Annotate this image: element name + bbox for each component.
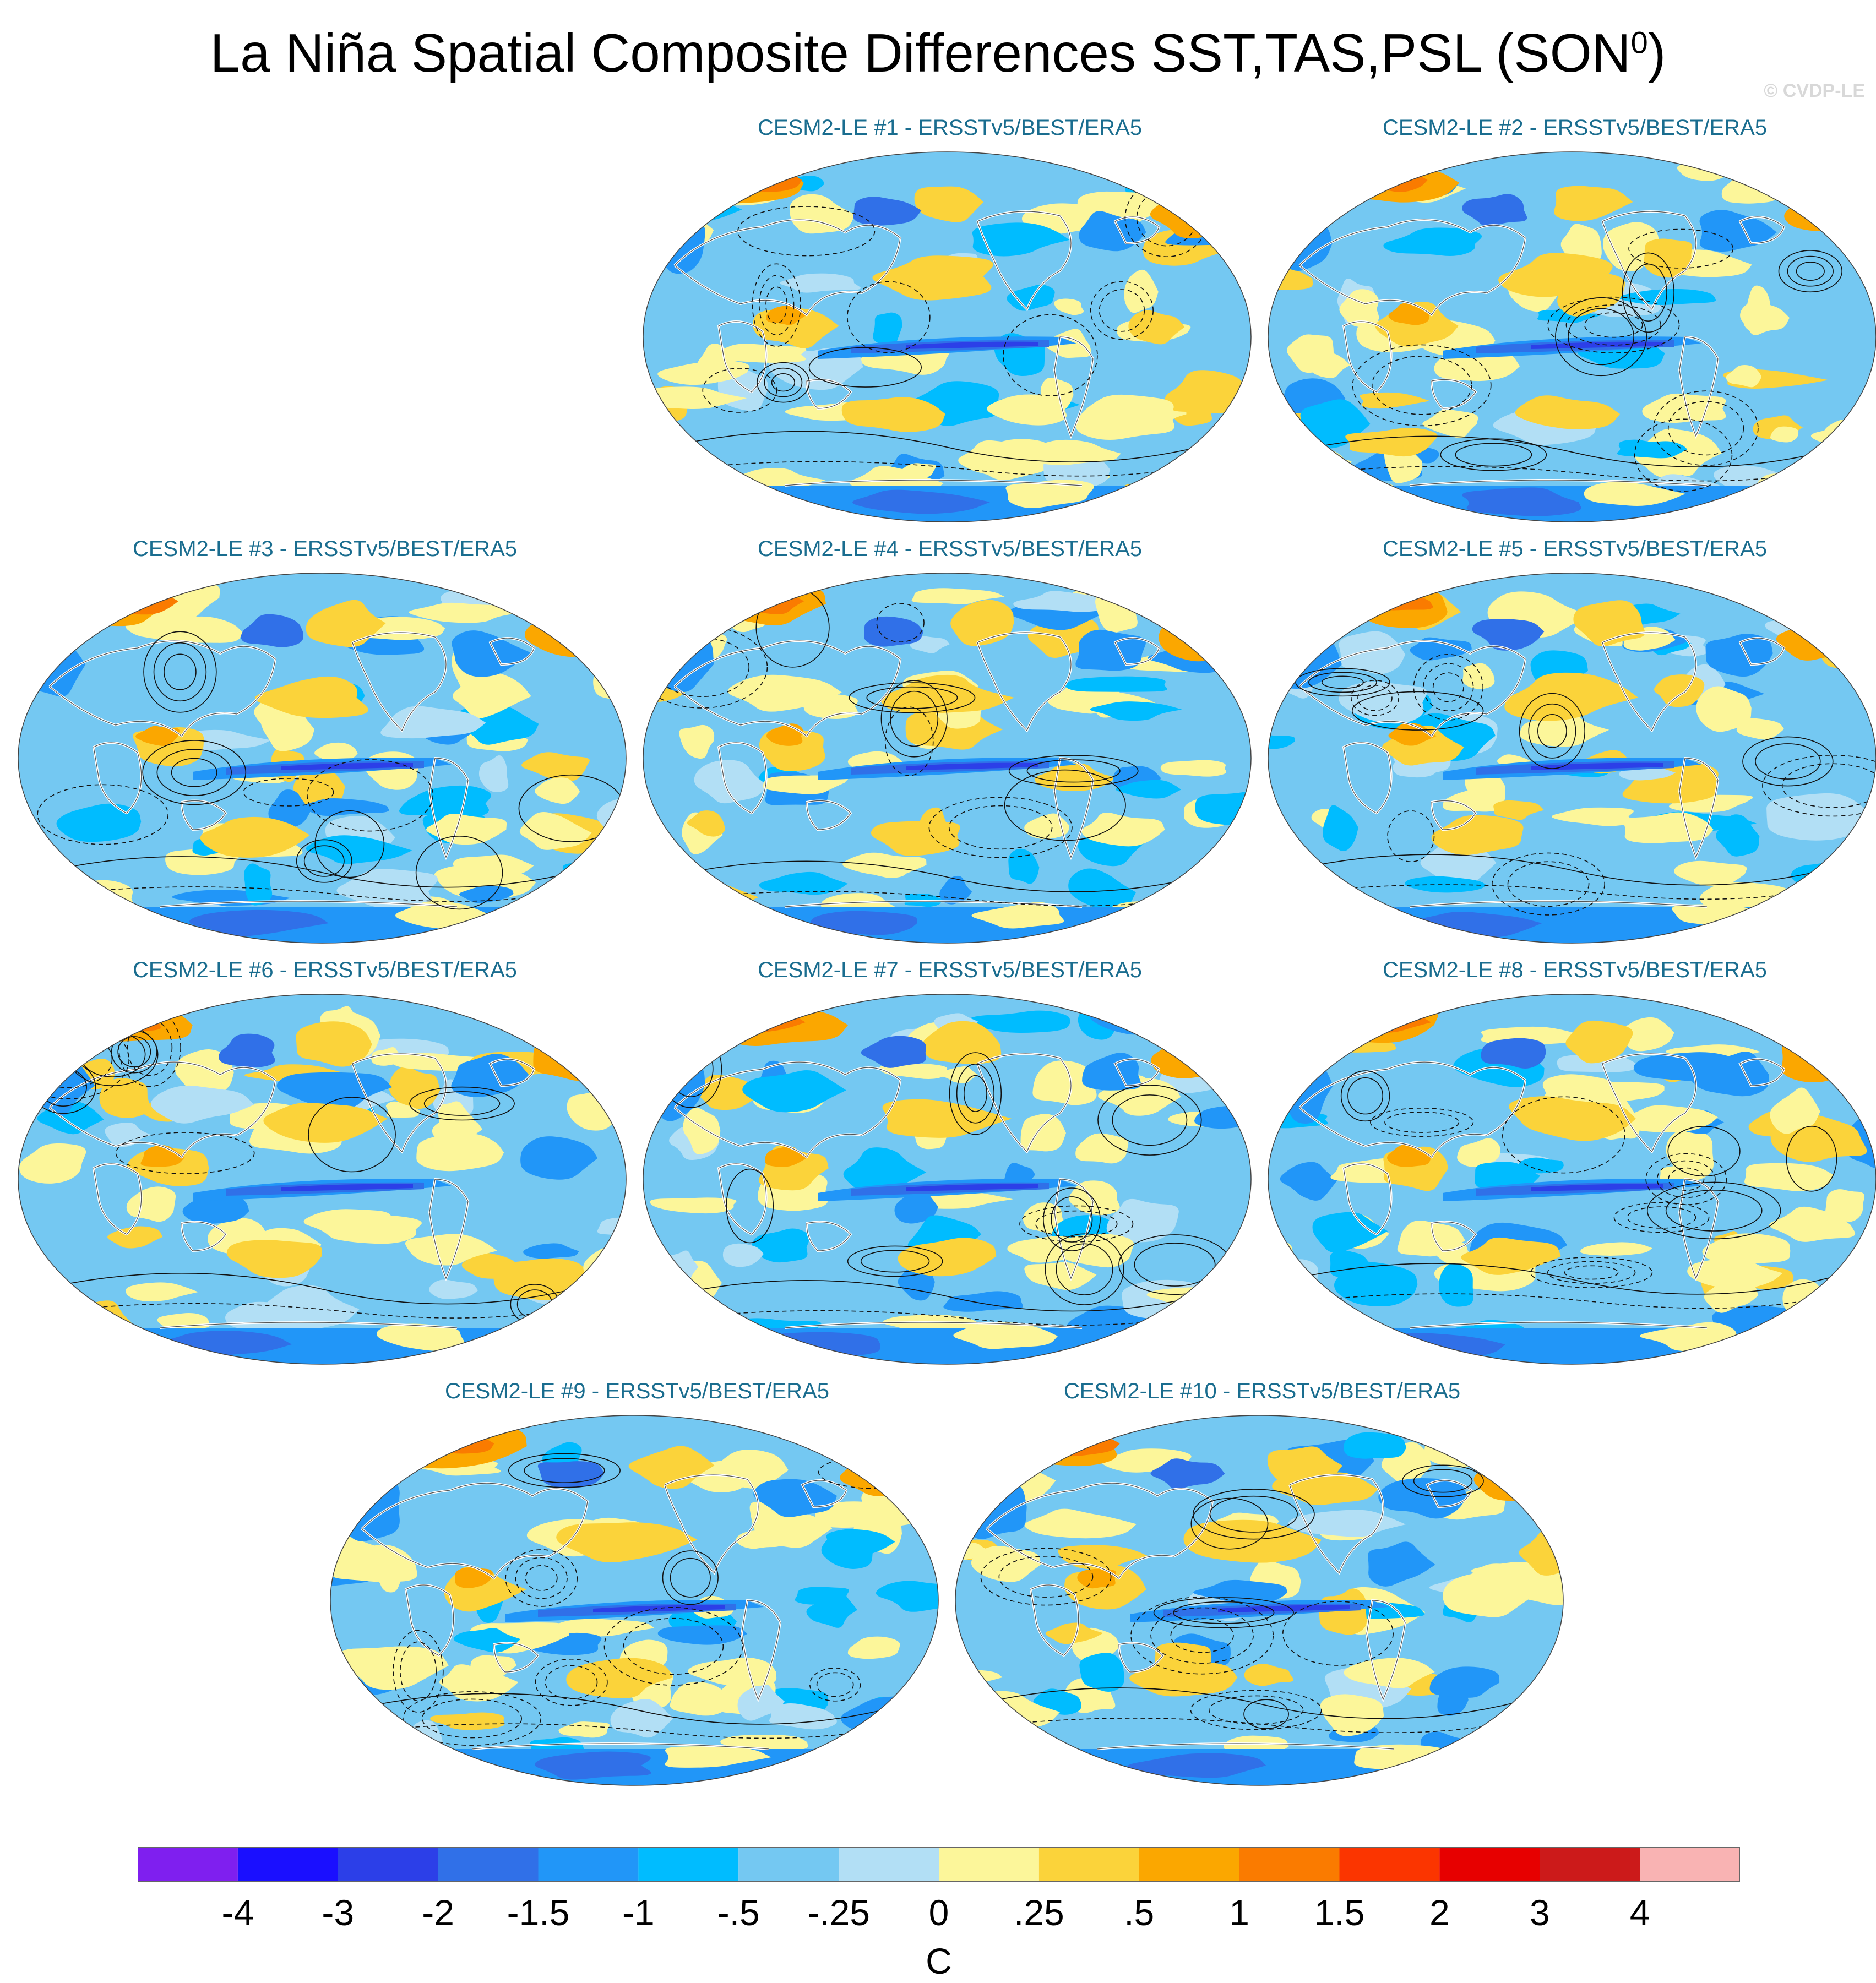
- colorbar-swatch: [538, 1847, 639, 1881]
- colorbar-swatch: [1339, 1847, 1440, 1881]
- map-panel: CESM2-LE #6 - ERSSTv5/BEST/ERA5: [17, 958, 633, 1376]
- colorbar-swatch: [1640, 1847, 1740, 1881]
- colorbar-swatch: [738, 1847, 839, 1881]
- figure-title-tail: ): [1647, 23, 1666, 83]
- colorbar-tick-label: 2: [1429, 1892, 1450, 1933]
- panel-title: CESM2-LE #7 - ERSSTv5/BEST/ERA5: [757, 958, 1142, 982]
- map-panel: CESM2-LE #7 - ERSSTv5/BEST/ERA5: [641, 958, 1258, 1376]
- map-globe: [1268, 151, 1876, 522]
- copyright-watermark: © CVDP-LE: [1764, 80, 1865, 101]
- map-globe: [643, 573, 1252, 944]
- map-globe: [18, 573, 627, 944]
- map-globe: [18, 994, 627, 1365]
- map-globe: [1268, 994, 1876, 1365]
- colorbar-swatch: [1540, 1847, 1640, 1881]
- panel-title: CESM2-LE #5 - ERSSTv5/BEST/ERA5: [1382, 537, 1767, 561]
- colorbar-tick-label: -.5: [717, 1892, 760, 1933]
- colorbar-tick-label: .5: [1124, 1892, 1154, 1933]
- colorbar-unit: C: [926, 1941, 952, 1981]
- colorbar-swatch: [638, 1847, 739, 1881]
- map-globe: [330, 1415, 939, 1786]
- map-panel: CESM2-LE #4 - ERSSTv5/BEST/ERA5: [641, 537, 1258, 955]
- figure-title-text: La Niña Spatial Composite Differences SS…: [210, 23, 1631, 83]
- panel-title: CESM2-LE #1 - ERSSTv5/BEST/ERA5: [757, 116, 1142, 140]
- colorbar-tick-label: .25: [1014, 1892, 1064, 1933]
- panel-title: CESM2-LE #6 - ERSSTv5/BEST/ERA5: [132, 958, 517, 982]
- colorbar-tick-label: -2: [422, 1892, 454, 1933]
- colorbar-tick-label: -3: [322, 1892, 354, 1933]
- map-panel: CESM2-LE #10 - ERSSTv5/BEST/ERA5: [954, 1379, 1570, 1797]
- figure-title: La Niña Spatial Composite Differences SS…: [0, 22, 1876, 84]
- map-globe: [955, 1415, 1564, 1786]
- panel-title: CESM2-LE #8 - ERSSTv5/BEST/ERA5: [1382, 958, 1767, 982]
- colorbar-swatch: [839, 1847, 939, 1881]
- colorbar-swatch: [1439, 1847, 1540, 1881]
- colorbar-swatch: [438, 1847, 539, 1881]
- colorbar: -4 -3 -2 -1.5 -1 -.5 -.25 0 .25 .5 1 1.5 2 3 4 C: [138, 1847, 1740, 1981]
- map-globe: [643, 151, 1252, 522]
- colorbar-swatch: [1038, 1847, 1139, 1881]
- map-panel: CESM2-LE #2 - ERSSTv5/BEST/ERA5: [1266, 116, 1876, 534]
- panel-title: CESM2-LE #4 - ERSSTv5/BEST/ERA5: [757, 537, 1142, 561]
- colorbar-tick-label: -4: [222, 1892, 254, 1933]
- colorbar-swatch: [939, 1847, 1039, 1881]
- panel-title: CESM2-LE #3 - ERSSTv5/BEST/ERA5: [132, 537, 517, 561]
- colorbar-tick-label: -.25: [807, 1892, 870, 1933]
- colorbar-tick-label: -1.5: [507, 1892, 570, 1933]
- map-panel: CESM2-LE #3 - ERSSTv5/BEST/ERA5: [17, 537, 633, 955]
- colorbar-swatch: [338, 1847, 438, 1881]
- map-globe: [1268, 573, 1876, 944]
- map-globe: [643, 994, 1252, 1365]
- colorbar-tick-label: 1.5: [1314, 1892, 1365, 1933]
- colorbar-tick-label: -1: [622, 1892, 655, 1933]
- colorbar-swatch: [138, 1847, 238, 1881]
- panel-title: CESM2-LE #2 - ERSSTv5/BEST/ERA5: [1382, 116, 1767, 140]
- panel-title: CESM2-LE #10 - ERSSTv5/BEST/ERA5: [1063, 1379, 1461, 1403]
- colorbar-tick-label: 3: [1530, 1892, 1550, 1933]
- figure-title-superscript: 0: [1630, 25, 1648, 60]
- panel-title: CESM2-LE #9 - ERSSTv5/BEST/ERA5: [444, 1379, 829, 1403]
- colorbar-swatch: [237, 1847, 338, 1881]
- map-panel: CESM2-LE #8 - ERSSTv5/BEST/ERA5: [1266, 958, 1876, 1376]
- map-panel: CESM2-LE #1 - ERSSTv5/BEST/ERA5: [641, 116, 1258, 534]
- colorbar-swatch: [1139, 1847, 1239, 1881]
- map-panel: CESM2-LE #9 - ERSSTv5/BEST/ERA5: [329, 1379, 945, 1797]
- colorbar-tick-label: 4: [1630, 1892, 1650, 1933]
- colorbar-swatch: [1239, 1847, 1340, 1881]
- colorbar-tick-label: 0: [929, 1892, 949, 1933]
- colorbar-tick-label: 1: [1229, 1892, 1249, 1933]
- map-panel: CESM2-LE #5 - ERSSTv5/BEST/ERA5: [1266, 537, 1876, 955]
